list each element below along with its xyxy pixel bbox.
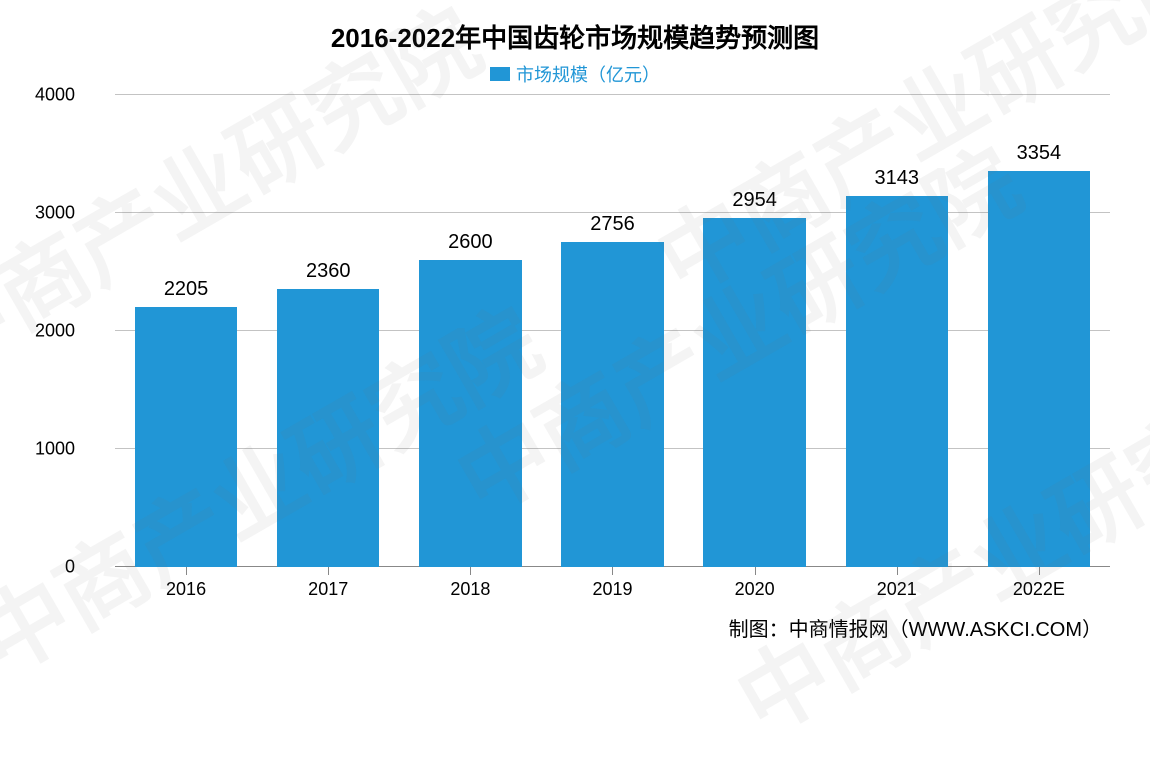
bar: 3143	[846, 196, 948, 567]
y-tick-label: 4000	[35, 85, 115, 106]
y-tick-label: 3000	[35, 203, 115, 224]
credit-text: 制图：中商情报网（WWW.ASKCI.COM）	[729, 613, 1102, 642]
bar: 3354	[988, 171, 1090, 567]
chart-legend: 市场规模（亿元）	[40, 61, 1110, 87]
bar-slot: 23602017	[257, 95, 399, 567]
x-tick-label: 2017	[308, 567, 348, 600]
bar-value-label: 2954	[732, 189, 777, 218]
x-tick-label: 2021	[877, 567, 917, 600]
chart-container: 2016-2022年中国齿轮市场规模趋势预测图 市场规模（亿元） 0100020…	[0, 0, 1150, 652]
bar-slot: 27562019	[541, 95, 683, 567]
bar: 2360	[277, 289, 379, 567]
bar: 2954	[703, 218, 805, 567]
bar-value-label: 2205	[164, 278, 209, 307]
bar-value-label: 2756	[590, 213, 635, 242]
bar-slot: 33542022E	[968, 95, 1110, 567]
bar: 2600	[419, 260, 521, 567]
x-tick-label: 2018	[450, 567, 490, 600]
x-tick-label: 2020	[735, 567, 775, 600]
bar-value-label: 2360	[306, 260, 351, 289]
bar-value-label: 2600	[448, 231, 493, 260]
x-tick-label: 2016	[166, 567, 206, 600]
bar-slot: 31432021	[826, 95, 968, 567]
legend-label: 市场规模（亿元）	[516, 65, 660, 85]
y-tick-label: 2000	[35, 321, 115, 342]
x-tick-label: 2019	[592, 567, 632, 600]
bar-slot: 22052016	[115, 95, 257, 567]
bar-slot: 26002018	[399, 95, 541, 567]
bar-value-label: 3354	[1017, 142, 1062, 171]
y-tick-label: 0	[65, 557, 115, 578]
legend-swatch	[490, 67, 510, 81]
x-tick-label: 2022E	[1013, 567, 1065, 600]
bar-value-label: 3143	[875, 167, 920, 196]
bars-row: 2205201623602017260020182756201929542020…	[115, 95, 1110, 567]
y-tick-label: 1000	[35, 439, 115, 460]
chart-title: 2016-2022年中国齿轮市场规模趋势预测图	[40, 10, 1110, 55]
bar-slot: 29542020	[684, 95, 826, 567]
bar: 2205	[135, 307, 237, 567]
plot-area: 01000200030004000 2205201623602017260020…	[115, 95, 1110, 567]
bar: 2756	[561, 242, 663, 567]
